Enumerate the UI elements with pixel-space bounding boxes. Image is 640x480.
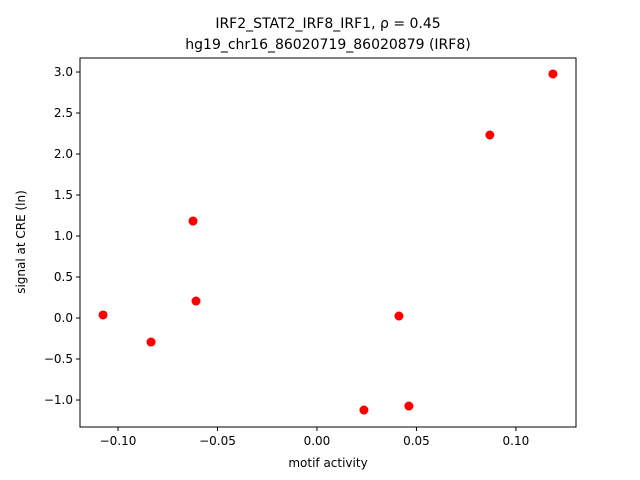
y-axis-label: signal at CRE (ln) — [14, 190, 28, 294]
point — [394, 311, 404, 321]
chart-title: IRF2_STAT2_IRF8_IRF1, ρ = 0.45 — [215, 16, 440, 32]
y-tick-label: 1.0 — [54, 229, 73, 243]
chart-subtitle: hg19_chr16_86020719_86020879 (IRF8) — [185, 37, 470, 53]
y-tick-label: 0.0 — [54, 311, 73, 325]
point — [146, 337, 156, 347]
point — [485, 130, 495, 140]
y-tick-label: 1.5 — [54, 188, 73, 202]
point — [404, 401, 414, 411]
y-tick-label: 2.5 — [54, 106, 73, 120]
x-tick-label: −0.05 — [199, 434, 236, 448]
x-axis-label: motif activity — [288, 456, 367, 470]
x-tick-label: 0.10 — [503, 434, 530, 448]
y-tick-label: 2.0 — [54, 147, 73, 161]
point — [188, 216, 198, 226]
point — [359, 405, 369, 415]
point — [191, 296, 201, 306]
point — [548, 69, 558, 79]
point — [98, 310, 108, 320]
y-tick-label: 0.5 — [54, 270, 73, 284]
y-tick-label: −0.5 — [44, 352, 73, 366]
y-tick-label: 3.0 — [54, 65, 73, 79]
x-tick-label: 0.00 — [304, 434, 331, 448]
plot-frame — [79, 57, 577, 428]
x-tick-label: 0.05 — [403, 434, 430, 448]
y-tick-label: −1.0 — [44, 393, 73, 407]
x-tick-label: −0.10 — [100, 434, 137, 448]
